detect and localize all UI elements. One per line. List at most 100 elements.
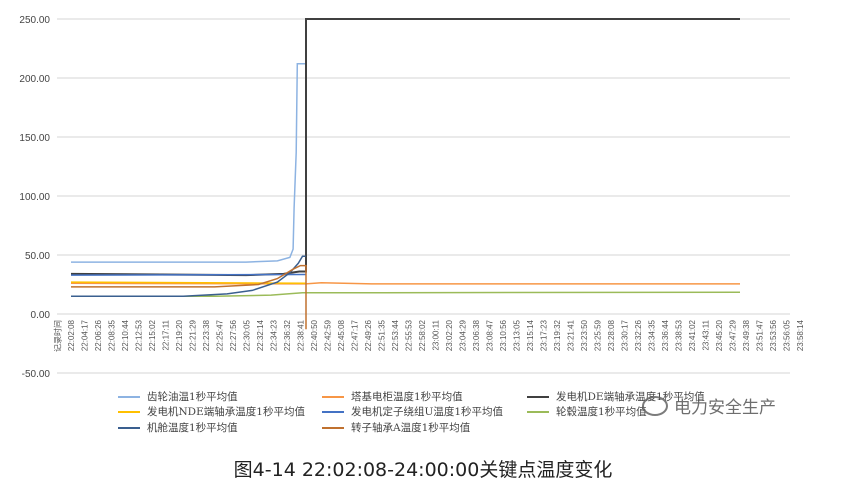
x-tick-label: 23:41:02 [688,319,697,351]
x-tick-label: 23:13:05 [513,319,522,351]
x-axis-ticks: 记录时间 22:02:08 22:04:17 22:06:26 22:08:35 22:1… [53,319,806,352]
series-lines [70,18,741,330]
x-tick-label: 22:08:35 [108,319,117,351]
x-tick-label: 22:53:44 [391,319,400,351]
legend-item: 发电机NDE端轴承温度1秒平均值 [118,404,305,419]
legend-label: 轮毂温度1秒平均值 [556,406,647,418]
x-tick-label: 22:02:08 [67,319,76,351]
x-tick-label: 22:45:08 [337,319,346,351]
legend-item: 转子轴承A温度1秒平均值 [322,420,470,435]
x-tick-label: 23:10:56 [499,319,508,351]
x-tick-label: 23:21:41 [567,319,576,351]
wechat-icon [642,395,668,416]
x-tick-label: 22:34:23 [270,319,279,351]
x-tick-label: 23:56:05 [783,319,792,351]
x-tick-label: 22:58:02 [418,319,427,351]
x-tick-label: 23:53:56 [769,319,778,351]
legend-label: 发电机NDE端轴承温度1秒平均值 [147,406,305,418]
x-tick-label: 22:49:26 [364,319,373,351]
legend-swatch [118,426,140,429]
legend-label: 机舱温度1秒平均值 [147,422,238,434]
x-tick-label: 23:17:23 [540,319,549,351]
y-tick-label: 250.00 [19,15,50,26]
series-line [70,281,306,285]
y-tick-label: 0.00 [31,310,51,321]
x-tick-label: 23:00:11 [432,319,441,350]
x-tick-label: 记录时间 [53,320,63,352]
x-tick-label: 22:27:56 [229,319,238,351]
y-tick-label: 100.00 [19,192,50,203]
legend-swatch [322,395,344,398]
x-tick-label: 22:04:17 [81,319,90,351]
x-tick-label: 23:47:29 [729,319,738,351]
grid-lines [57,18,790,374]
x-tick-label: 23:08:47 [486,319,495,351]
x-tick-label: 22:38:41 [297,319,306,351]
x-tick-label: 22:17:11 [162,319,171,350]
legend-swatch [527,395,549,398]
x-tick-label: 22:40:50 [310,319,319,351]
y-tick-label: 50.00 [25,251,50,262]
series-line [70,18,740,277]
x-tick-label: 22:23:38 [202,319,211,351]
x-tick-label: 22:47:17 [351,319,360,351]
x-tick-label: 23:49:38 [742,319,751,351]
x-tick-label: 22:19:20 [175,319,184,351]
x-tick-label: 23:32:26 [634,319,643,351]
x-tick-label: 23:06:38 [472,319,481,351]
x-tick-label: 23:28:08 [607,319,616,351]
series-line [71,264,307,330]
legend-item: 轮毂温度1秒平均值 [527,404,647,419]
x-tick-label: 23:23:50 [580,319,589,351]
x-tick-label: 22:42:59 [324,319,333,351]
x-tick-label: 22:21:29 [189,319,198,351]
x-tick-label: 23:02:20 [445,319,454,351]
x-tick-label: 22:15:02 [148,319,157,351]
y-tick-label: -50.00 [22,369,51,380]
legend-item: 塔基电柜温度1秒平均值 [322,389,463,404]
legend-label: 塔基电柜温度1秒平均值 [351,391,463,403]
x-tick-label: 23:51:47 [756,319,765,351]
x-tick-label: 22:25:47 [216,319,225,351]
x-tick-label: 23:38:53 [675,319,684,351]
legend-swatch [527,410,549,413]
legend-item: 机舱温度1秒平均值 [118,420,238,435]
line-chart: 250.00200.00150.00100.0050.000.00-50.00 … [19,15,806,380]
legend-swatch [118,410,140,413]
legend-label: 转子轴承A温度1秒平均值 [351,422,471,434]
legend-item: 发电机定子绕组U温度1秒平均值 [322,404,503,419]
y-tick-label: 150.00 [19,133,50,144]
legend-swatch [322,410,344,413]
x-tick-label: 23:19:32 [553,319,562,351]
legend-swatch [118,395,140,398]
chart-caption: 图4-14 22:02:08-24:00:00关键点温度变化 [233,459,613,481]
x-tick-label: 22:06:26 [94,319,103,351]
series-line [70,281,740,285]
x-tick-label: 23:45:20 [715,319,724,351]
legend-swatch [322,426,344,429]
series-line [70,273,306,276]
x-tick-label: 23:15:14 [526,319,535,351]
x-tick-label: 23:30:17 [621,319,630,351]
watermark-text: 电力安全生产 [674,398,776,418]
x-tick-label: 23:04:29 [459,319,468,351]
x-tick-label: 23:43:11 [702,319,711,350]
x-tick-label: 23:36:44 [661,319,670,351]
series-line [71,63,305,263]
y-axis-ticks: 250.00 200.00 150.00 100.00 50.00 0.00 -50.00 [19,15,50,380]
x-tick-label: 22:32:14 [256,319,265,351]
x-tick-label: 22:10:44 [121,319,130,351]
x-tick-label: 22:51:35 [378,319,387,351]
legend-label: 齿轮油温1秒平均值 [147,391,238,403]
watermark: 电力安全生产 [642,393,776,418]
legend-label: 发电机DE端轴承温度1秒平均值 [556,391,705,403]
x-tick-label: 23:34:35 [648,319,657,351]
x-tick-label: 23:58:14 [796,319,805,351]
y-tick-label: 200.00 [19,74,50,85]
legend-item: 齿轮油温1秒平均值 [118,389,238,404]
legend-label: 发电机定子绕组U温度1秒平均值 [351,406,504,418]
x-tick-label: 22:30:05 [243,319,252,351]
legend-item: 发电机DE端轴承温度1秒平均值 [527,389,705,404]
x-tick-label: 22:36:32 [283,319,292,351]
x-tick-label: 23:25:59 [594,319,603,351]
